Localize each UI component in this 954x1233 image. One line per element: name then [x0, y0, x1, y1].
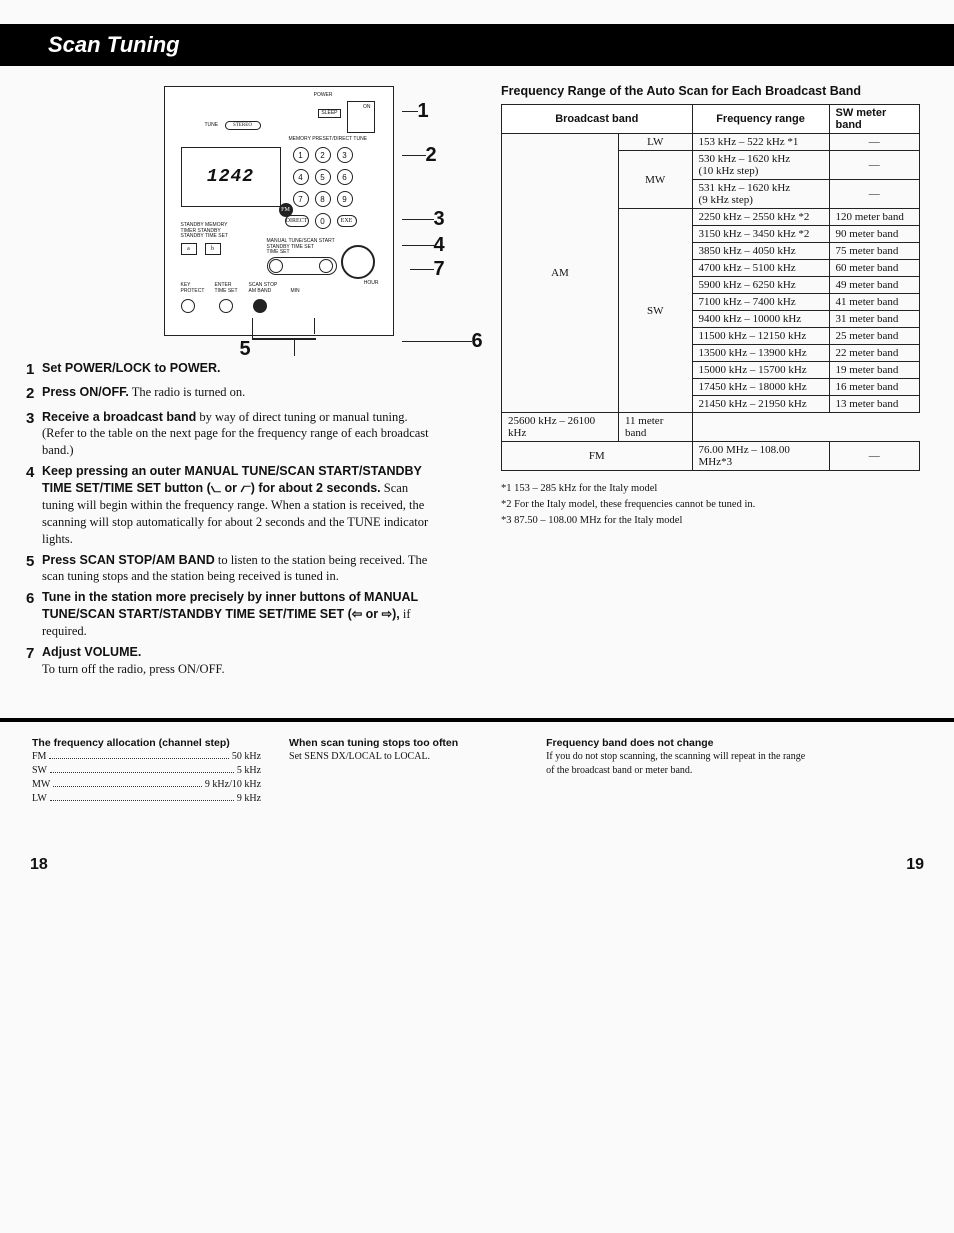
channel-step-list: FM50 kHzSW5 kHzMW9 kHz/10 kHzLW9 kHz [32, 750, 261, 806]
page-number-right: 19 [906, 856, 924, 874]
table-footnotes: *1 153 – 285 kHz for the Italy model*2 F… [501, 481, 920, 528]
page-number-left: 18 [30, 856, 48, 874]
tip-title-2: Frequency band does not change [546, 736, 812, 751]
radio-diagram: TUNE STEREO SLEEP ON POWER 1242 MEMORY P… [164, 86, 394, 336]
tip-body-1: Set SENS DX/LOCAL to LOCAL. [289, 750, 463, 764]
channel-step-title: The frequency allocation (channel step) [32, 736, 261, 751]
tip-body-2: If you do not stop scanning, the scannin… [546, 750, 812, 778]
frequency-table: Broadcast bandFrequency rangeSW meter ba… [501, 104, 920, 471]
table-title: Frequency Range of the Auto Scan for Eac… [501, 84, 920, 98]
tip-title-1: When scan tuning stops too often [289, 736, 463, 751]
section-title: Scan Tuning [0, 24, 954, 66]
divider [0, 718, 954, 722]
instruction-steps: 1Set POWER/LOCK to POWER.2Press ON/OFF. … [26, 360, 461, 678]
lcd-display: 1242 [181, 147, 281, 207]
